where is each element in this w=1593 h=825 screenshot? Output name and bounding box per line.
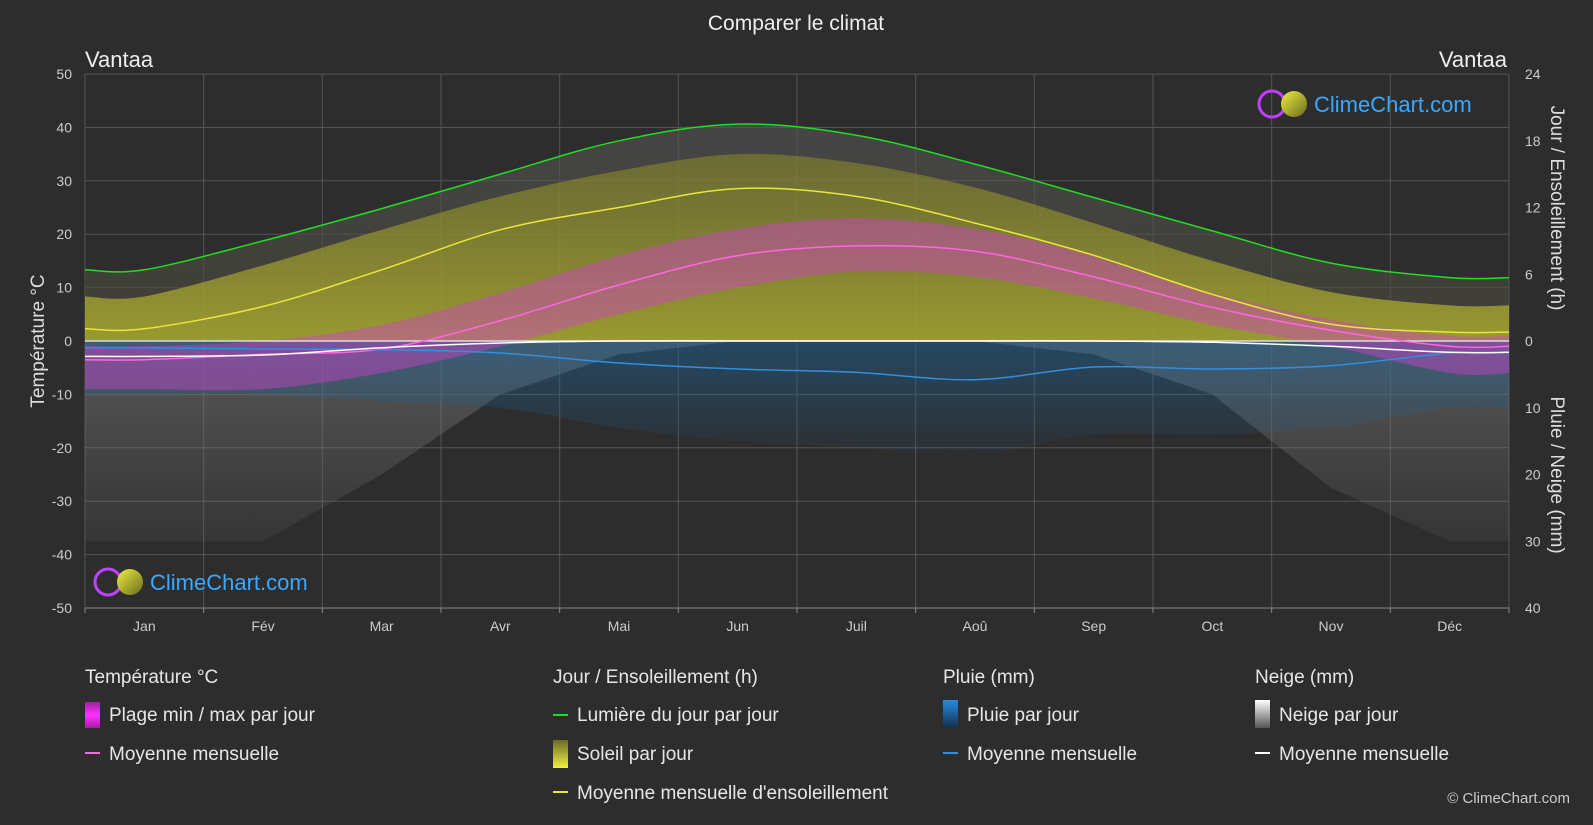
y-left-tick: 20	[56, 226, 72, 242]
legend-snow-item1: Neige par jour	[1279, 705, 1399, 726]
legend-temp-range-swatch	[85, 702, 100, 728]
watermark-text-bottom: ClimeChart.com	[150, 570, 308, 595]
legend-snow-title: Neige (mm)	[1255, 667, 1354, 688]
y-right-top-tick: 18	[1525, 133, 1541, 149]
logo-sun-icon	[1281, 91, 1307, 117]
x-tick-label: Sep	[1081, 618, 1106, 634]
legend-snow-item2: Moyenne mensuelle	[1279, 744, 1449, 765]
y-right-top-tick: 6	[1525, 266, 1533, 282]
watermark-logo-bottom: ClimeChart.com	[93, 567, 308, 597]
snow-mean-line	[85, 340, 1509, 358]
axes: 50 40 30 20 10 0 -10 -20 -30 -40 -50 24 18 12 6 0 10 20 30…	[52, 66, 1541, 634]
daylight-line	[85, 123, 1509, 280]
legend-rain-title: Pluie (mm)	[943, 667, 1035, 688]
legend-sun-item3: Moyenne mensuelle d'ensoleillement	[577, 783, 889, 804]
rain-mean-line	[85, 346, 1509, 381]
y-right-bottom-tick: 30	[1525, 533, 1541, 549]
x-tick-label: Aoû	[963, 618, 988, 634]
x-tick-label: Juil	[846, 618, 867, 634]
y-left-tick: -50	[52, 600, 72, 616]
sunshine-mean-line	[85, 187, 1509, 334]
y-left-tick: -40	[52, 547, 72, 563]
watermark-text-top: ClimeChart.com	[1314, 92, 1472, 117]
y-left-tick: -10	[52, 386, 72, 402]
copyright: © ClimeChart.com	[1447, 790, 1570, 807]
legend-temp-item2: Moyenne mensuelle	[109, 744, 279, 765]
data-bands	[85, 123, 1509, 542]
legend-rain: Pluie (mm) Pluie par jour Moyenne mensue…	[943, 667, 1137, 765]
legend-sun-item2: Soleil par jour	[577, 744, 694, 765]
legend-temp: Température °C Plage min / max par jour …	[85, 667, 316, 765]
x-tick-label: Jun	[726, 618, 749, 634]
y-left-tick: -30	[52, 493, 72, 509]
legend-snow: Neige (mm) Neige par jour Moyenne mensue…	[1255, 667, 1449, 765]
x-tick-label: Avr	[490, 618, 511, 634]
data-lines	[85, 123, 1509, 381]
legend-rain-item1: Pluie par jour	[967, 705, 1080, 726]
legend-sun: Jour / Ensoleillement (h) Lumière du jou…	[553, 667, 889, 804]
chart-title: Comparer le climat	[708, 12, 884, 35]
x-tick-label: Déc	[1437, 618, 1462, 634]
location-right: Vantaa	[1439, 47, 1508, 72]
y-right-bottom-label: Pluie / Neige (mm)	[1546, 396, 1567, 553]
legend-temp-item1: Plage min / max par jour	[109, 705, 316, 726]
x-tick-label: Mar	[370, 618, 394, 634]
x-tick-label: Fév	[251, 618, 274, 634]
y-left-tick: 30	[56, 173, 72, 189]
temp-range-band	[85, 218, 1509, 391]
legend-rain-item2: Moyenne mensuelle	[967, 744, 1137, 765]
legend-sun-swatch	[553, 740, 568, 768]
y-left-tick: -20	[52, 440, 72, 456]
y-left-tick: 50	[56, 66, 72, 82]
logo-sun-icon	[117, 569, 143, 595]
location-left: Vantaa	[85, 47, 154, 72]
legend: Température °C Plage min / max par jour …	[85, 667, 1449, 804]
x-tick-label: Jan	[133, 618, 156, 634]
y-left-tick: 10	[56, 280, 72, 296]
y-right-top-tick: 24	[1525, 66, 1541, 82]
legend-sun-item1: Lumière du jour par jour	[577, 705, 779, 726]
y-right-bottom-tick: 20	[1525, 467, 1541, 483]
rain-band	[85, 341, 1509, 455]
y-left-label: Température °C	[28, 274, 49, 407]
sunshine-band	[85, 153, 1509, 341]
y-right-bottom-tick: 10	[1525, 400, 1541, 416]
legend-temp-title: Température °C	[85, 667, 218, 688]
y-right-top-tick: 12	[1525, 200, 1541, 216]
y-left-tick: 0	[64, 333, 72, 349]
x-tick-label: Nov	[1319, 618, 1344, 634]
y-right-top-label: Jour / Ensoleillement (h)	[1546, 106, 1567, 311]
x-tick-label: Oct	[1201, 618, 1223, 634]
legend-sun-title: Jour / Ensoleillement (h)	[553, 667, 758, 688]
y-right-bottom-tick: 40	[1525, 600, 1541, 616]
y-right-top-tick: 0	[1525, 333, 1533, 349]
watermark-logo-top: ClimeChart.com	[1257, 89, 1472, 119]
y-left-tick: 40	[56, 119, 72, 135]
legend-rain-swatch	[943, 700, 958, 728]
x-tick-label: Mai	[608, 618, 631, 634]
legend-snow-swatch	[1255, 700, 1270, 728]
